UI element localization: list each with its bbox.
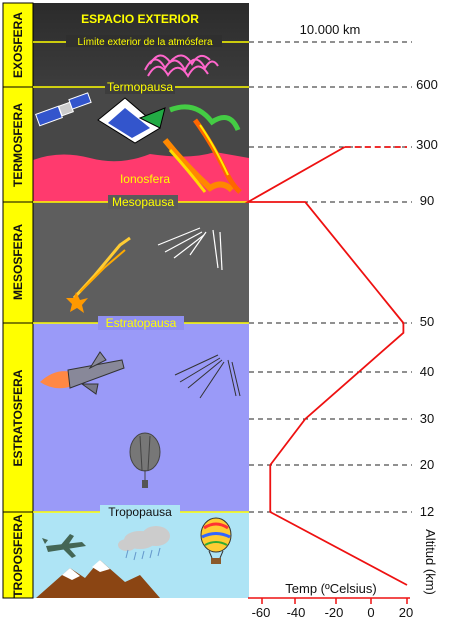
outer-space-label: ESPACIO EXTERIOR	[81, 12, 199, 26]
altitude-tick-30: 30	[420, 411, 434, 426]
temp-axis-title: Temp (ºCelsius)	[285, 581, 376, 596]
temp-tick-minus40: -40	[287, 605, 306, 620]
altitude-axis-title: Altitud (km)	[423, 529, 438, 595]
mesosphere-band	[33, 202, 249, 323]
ionosphere-band	[33, 152, 249, 202]
temp-axis-ticks	[261, 598, 408, 604]
space-shuttle-icon	[97, 97, 166, 144]
altitude-tick-20: 20	[420, 457, 434, 472]
stratosphere-label: ESTRATOSFERA	[11, 369, 25, 466]
altitude-tick-600: 600	[416, 77, 438, 92]
stratosphere-label-box	[2, 322, 34, 513]
satellite-icon	[35, 92, 92, 127]
mountains-icon	[36, 560, 160, 598]
airplane-icon	[42, 534, 86, 558]
thermopause-label-bg	[105, 80, 175, 94]
stratopause-label-bg	[98, 316, 184, 330]
temp-tick-0: 0	[367, 605, 374, 620]
mesopause-label: Mesopausa	[112, 195, 174, 209]
meteor-icon	[66, 236, 131, 313]
temp-tick-minus20: -20	[325, 605, 344, 620]
exosphere-label-box	[2, 2, 34, 88]
jet-icon	[40, 351, 125, 395]
top-altitude-label: 10.000 km	[300, 22, 361, 37]
altitude-tick-300: 300	[416, 137, 438, 152]
stratopause-label: Estratopausa	[106, 316, 177, 330]
temperature-line-solid	[244, 146, 408, 586]
stratosphere-band	[33, 323, 249, 512]
thermopause-label: Termopausa	[107, 80, 173, 94]
thermosphere-label-box	[2, 86, 34, 203]
weather-balloon-icon	[129, 432, 161, 488]
tropopause-label: Tropopausa	[108, 505, 172, 519]
troposphere-label-box	[2, 511, 34, 599]
temp-tick-minus60: -60	[252, 605, 271, 620]
exosphere-label: EXOSFERA	[11, 12, 25, 78]
meteor-fire-icon	[162, 104, 242, 194]
troposphere-label: TROPOSFERA	[11, 514, 25, 598]
streaks-icon	[174, 354, 241, 399]
altitude-tick-40: 40	[420, 364, 434, 379]
mesopause-label-bg	[108, 195, 178, 209]
altitude-tick-90: 90	[420, 193, 434, 208]
meteor-shower-icon	[157, 227, 223, 271]
ionosphere-label: Ionosfera	[120, 172, 170, 186]
temperature-curve	[244, 146, 408, 586]
hot-air-balloon-icon	[200, 517, 232, 564]
outer-limit-label-bg	[66, 35, 222, 47]
rain-cloud-icon	[118, 526, 170, 561]
outer-limit-label: Límite exterior de la atmósfera	[77, 37, 212, 48]
mesosphere-label-box	[2, 201, 34, 324]
temp-tick-20: 20	[399, 605, 413, 620]
altitude-gridlines	[249, 41, 412, 513]
thermosphere-label: TERMOSFERA	[11, 103, 25, 187]
altitude-tick-12: 12	[420, 504, 434, 519]
aurora-icon	[144, 54, 219, 78]
altitude-tick-50: 50	[420, 314, 434, 329]
tropopause-label-bg	[100, 505, 180, 519]
mesosphere-label: MESOSFERA	[11, 224, 25, 300]
